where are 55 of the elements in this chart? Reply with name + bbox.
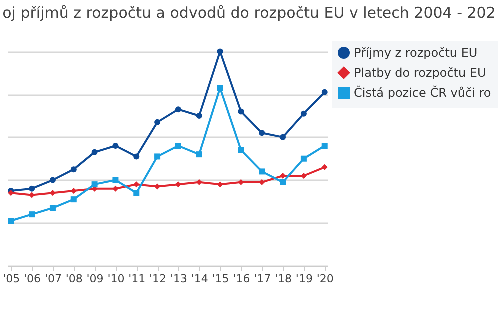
x-tick-label: '12 <box>150 272 167 286</box>
x-tick-label: '18 <box>275 272 292 286</box>
x-tick-label: '10 <box>108 272 125 286</box>
point <box>280 134 286 140</box>
point <box>322 143 328 149</box>
point <box>70 166 77 173</box>
point <box>280 179 286 186</box>
point <box>300 110 307 117</box>
point <box>70 196 77 203</box>
x-tick-label: '06 <box>24 272 42 286</box>
x-tick-label: '05 <box>3 272 20 286</box>
point <box>50 177 56 184</box>
point <box>8 218 14 224</box>
point <box>238 147 244 154</box>
point <box>175 143 182 149</box>
point <box>196 152 202 158</box>
point <box>134 190 140 196</box>
point <box>29 186 36 192</box>
point <box>50 205 56 212</box>
point <box>175 106 182 113</box>
point <box>259 130 266 136</box>
chart-title: oj příjmů z rozpočtu a odvodů do rozpočtu EU v letech 2004 - 202 <box>2 4 496 22</box>
legend-label: Příjmy z rozpočtu EU <box>354 46 478 60</box>
point <box>259 168 266 175</box>
point <box>92 182 98 188</box>
x-tick-label: '15 <box>212 272 230 286</box>
point <box>196 179 202 186</box>
x-tick-label: '11 <box>128 272 146 286</box>
point <box>29 212 36 218</box>
point <box>322 164 328 170</box>
point <box>112 143 119 149</box>
point <box>322 89 328 96</box>
x-tick-label: '08 <box>66 272 83 286</box>
x-tick-label: '17 <box>254 272 272 286</box>
point <box>154 154 161 160</box>
x-tick-label: '19 <box>296 272 313 286</box>
x-tick-label: '20 <box>316 272 334 286</box>
point <box>217 182 224 188</box>
point <box>92 149 98 156</box>
point <box>217 48 224 55</box>
point <box>134 154 140 160</box>
x-tick-label: '14 <box>191 272 208 286</box>
x-tick-label: '13 <box>170 272 188 286</box>
point <box>196 113 202 119</box>
x-tick-label: '07 <box>44 272 62 286</box>
x-tick-label: '09 <box>86 272 104 286</box>
point <box>112 177 119 184</box>
x-tick-label: '16 <box>233 272 250 286</box>
point <box>238 108 244 115</box>
point <box>217 85 224 92</box>
legend-label: Čistá pozice ČR vůči ro <box>354 85 492 100</box>
point <box>259 179 266 186</box>
point <box>300 156 307 162</box>
legend-label: Platby do rozpočtu EU <box>354 66 486 80</box>
point <box>154 119 161 126</box>
